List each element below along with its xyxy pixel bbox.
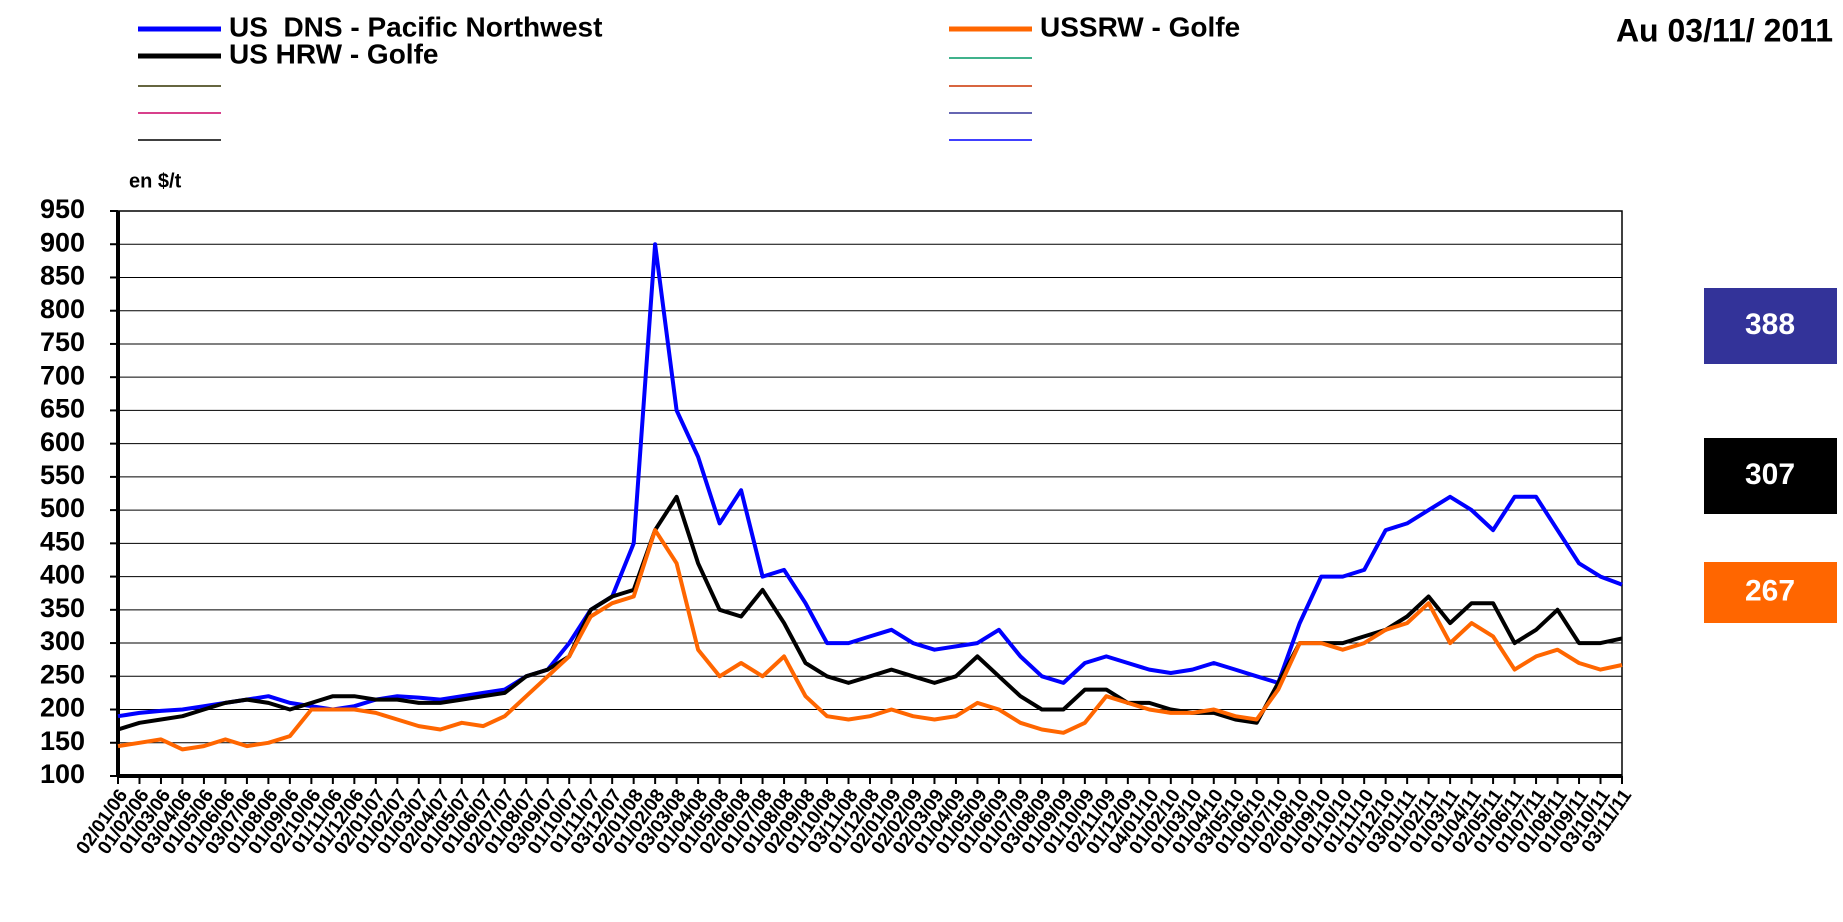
y-tick-label: 100 bbox=[40, 759, 85, 789]
y-tick-label: 500 bbox=[40, 493, 85, 523]
y-tick-label: 250 bbox=[40, 659, 85, 689]
legend-label: US DNS - Pacific Northwest bbox=[229, 11, 602, 42]
y-tick-label: 400 bbox=[40, 560, 85, 590]
last-value-box bbox=[1704, 562, 1837, 623]
y-tick-label: 600 bbox=[40, 427, 85, 457]
series-line bbox=[117, 528, 1623, 752]
y-tick-label: 700 bbox=[40, 360, 85, 390]
y-tick-label: 200 bbox=[40, 693, 85, 723]
y-tick-label: 300 bbox=[40, 626, 85, 656]
y-tick-label: 650 bbox=[40, 394, 85, 424]
y-tick-label: 900 bbox=[40, 227, 85, 257]
y-tick-label: 850 bbox=[40, 261, 85, 291]
y-tick-label: 550 bbox=[40, 460, 85, 490]
y-tick-label: 800 bbox=[40, 294, 85, 324]
last-value-label: 388 bbox=[1745, 308, 1795, 341]
y-tick-label: 950 bbox=[40, 194, 85, 224]
legend-label: US HRW - Golfe bbox=[229, 38, 438, 69]
last-value-box bbox=[1704, 438, 1837, 514]
last-value-box bbox=[1704, 288, 1837, 364]
empty-legend bbox=[138, 57, 1032, 141]
plot-frame bbox=[117, 210, 1623, 777]
legend-label: USSRW - Golfe bbox=[1040, 11, 1240, 42]
last-value-label: 267 bbox=[1745, 574, 1795, 607]
chart-title: Au 03/11/ 2011 bbox=[1616, 12, 1833, 48]
y-axis-label: en $/t bbox=[129, 170, 182, 192]
y-tick-label: 350 bbox=[40, 593, 85, 623]
y-tick-label: 150 bbox=[40, 726, 85, 756]
y-tick-label: 450 bbox=[40, 526, 85, 556]
last-value-label: 307 bbox=[1745, 458, 1795, 491]
y-tick-label: 750 bbox=[40, 327, 85, 357]
series-line bbox=[117, 494, 1623, 732]
series-line bbox=[117, 242, 1623, 719]
